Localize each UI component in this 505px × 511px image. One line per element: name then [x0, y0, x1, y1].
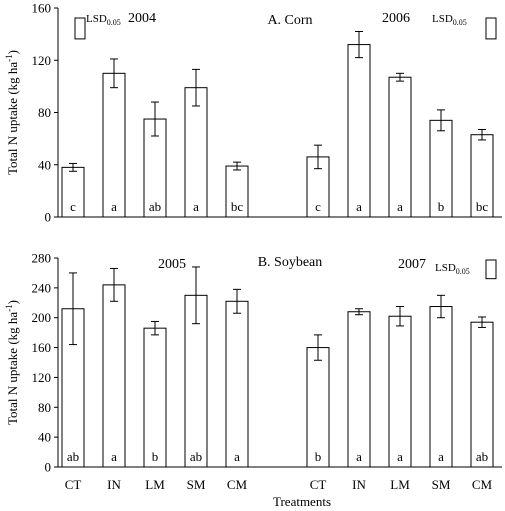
- panel-a-bar-2004-in: [102, 72, 126, 218]
- panel-a-lsd-box-2004: [74, 17, 86, 40]
- panel-b-x-tick-label: CM: [227, 477, 248, 492]
- panel-a-significance-letter: bc: [476, 199, 489, 214]
- panel-b-x-tick-label: LM: [145, 477, 165, 492]
- panel-b-bar-2005-cm: [225, 300, 249, 468]
- panel-a-significance-letter: a: [193, 199, 199, 214]
- panel-b-x-axis-label: Treatments: [273, 494, 331, 509]
- panel-b-x-tick-label: CM: [472, 477, 493, 492]
- panel-b-y-tick-label: 240: [32, 280, 52, 295]
- panel-b-bar-2007-sm: [429, 306, 453, 468]
- panel-a-bar-2004-sm: [184, 87, 208, 218]
- panel-a-lsd-label-2006: LSD0.05: [432, 13, 467, 27]
- panel-b-significance-letter: a: [397, 449, 403, 464]
- panel-a-y-tick-label: 120: [32, 53, 52, 68]
- panel-b-y-tick-label: 120: [32, 370, 52, 385]
- panel-a-y-tick-label: 0: [45, 210, 52, 225]
- panel-b-x-tick-label: IN: [352, 477, 366, 492]
- panel-b-y-tick-label: 200: [32, 310, 52, 325]
- panel-a-significance-letter: c: [315, 199, 321, 214]
- panel-a-y-tick-label: 40: [38, 157, 51, 172]
- panel-a-y-tick-label: 160: [32, 1, 52, 16]
- panel-b-y-tick-label: 160: [32, 340, 52, 355]
- panel-b-x-tick-label: SM: [432, 477, 451, 492]
- panel-b-significance-letter: b: [315, 449, 322, 464]
- panel-b-bar-2005-in: [102, 284, 126, 468]
- panel-b-significance-letter: a: [356, 449, 362, 464]
- panel-b-title: B. Soybean: [258, 255, 323, 270]
- panel-b-bar-2007-lm: [388, 315, 412, 468]
- panel-a-significance-letter: bc: [231, 199, 244, 214]
- panel-a-lsd-box-2006: [485, 17, 497, 40]
- panel-b-significance-letter: a: [111, 449, 117, 464]
- panel-b-x-tick-label: CT: [65, 477, 82, 492]
- panel-a-year-label-2006: 2006: [382, 11, 410, 26]
- panel-a-significance-letter: ab: [149, 199, 161, 214]
- panel-a-lsd-label-2004: LSD0.05: [86, 13, 121, 27]
- panel-a-significance-letter: a: [397, 199, 403, 214]
- panel-b-x-tick-label: CT: [310, 477, 327, 492]
- panel-a-significance-letter: a: [356, 199, 362, 214]
- panel-a-y-tick-label: 80: [38, 105, 51, 120]
- panel-a-bar-2006-in: [347, 44, 371, 218]
- panel-b-bar-2007-cm: [470, 321, 494, 468]
- panel-a-significance-letter: c: [70, 199, 76, 214]
- panel-b-year-label-2007: 2007: [398, 257, 426, 272]
- panel-b-y-tick-label: 80: [38, 400, 51, 415]
- panel-b-significance-letter: ab: [190, 449, 202, 464]
- panel-b-significance-letter: ab: [476, 449, 488, 464]
- panel-b-significance-letter: b: [152, 449, 159, 464]
- panel-b-significance-letter: a: [438, 449, 444, 464]
- panel-a-bar-2006-lm: [388, 76, 412, 218]
- panel-b-y-tick-label: 280: [32, 251, 52, 266]
- panel-b-significance-letter: ab: [67, 449, 79, 464]
- panel-b-year-label-2005: 2005: [158, 257, 186, 272]
- panel-b-x-tick-label: IN: [107, 477, 121, 492]
- panel-b-y-tick-label: 0: [45, 460, 52, 475]
- panel-b-bar-2007-in: [347, 311, 371, 468]
- panel-b-y-tick-label: 40: [38, 430, 51, 445]
- panel-b-lsd-label-2007: LSD0.05: [435, 262, 470, 276]
- panel-b-significance-letter: a: [234, 449, 240, 464]
- panel-b-bar-2005-lm: [143, 327, 167, 468]
- panel-a-title: A. Corn: [267, 13, 312, 28]
- panel-a-y-axis-label: Total N uptake (kg ha-1): [4, 50, 20, 175]
- panel-a-year-label-2004: 2004: [128, 11, 156, 26]
- panel-b-x-tick-label: LM: [390, 477, 410, 492]
- panel-b-y-axis-label: Total N uptake (kg ha-1): [4, 300, 20, 425]
- panel-a-significance-letter: b: [438, 199, 445, 214]
- panel-a-significance-letter: a: [111, 199, 117, 214]
- panel-b-lsd-box-2007: [485, 259, 497, 280]
- panel-b-x-tick-label: SM: [187, 477, 206, 492]
